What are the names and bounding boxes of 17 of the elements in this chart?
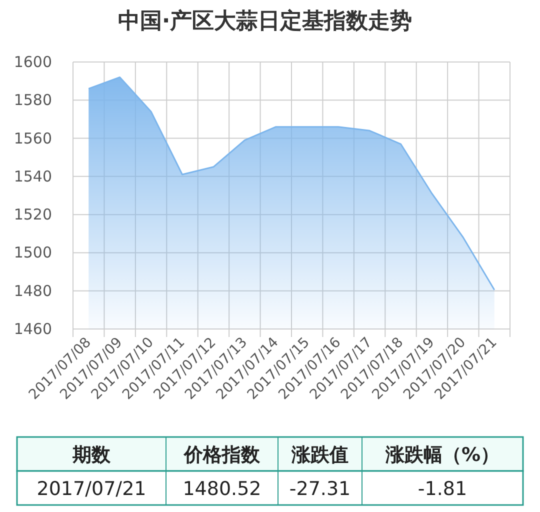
text: -27.31 (289, 478, 351, 500)
text: 涨跌幅（%） (384, 444, 500, 466)
text: -1.81 (418, 478, 468, 500)
y-tick-label: 1540 (14, 167, 52, 186)
y-tick-label: 1520 (14, 206, 52, 224)
y-tick-label: 1500 (14, 244, 52, 262)
chart-title: 中国·产区大蒜日定基指数走势 (118, 8, 412, 34)
y-tick-label: 1580 (14, 91, 52, 110)
text: 价格指数 (183, 444, 261, 466)
y-tick-label: 1480 (14, 282, 52, 300)
y-tick-label: 1560 (14, 129, 52, 148)
text: 1480.52 (182, 478, 262, 500)
y-tick-label: 1460 (14, 320, 52, 338)
text: 期数 (72, 444, 112, 466)
y-tick-label: 1600 (14, 53, 52, 71)
text: 2017/07/21 (36, 478, 146, 500)
text: 涨跌值 (290, 444, 348, 466)
